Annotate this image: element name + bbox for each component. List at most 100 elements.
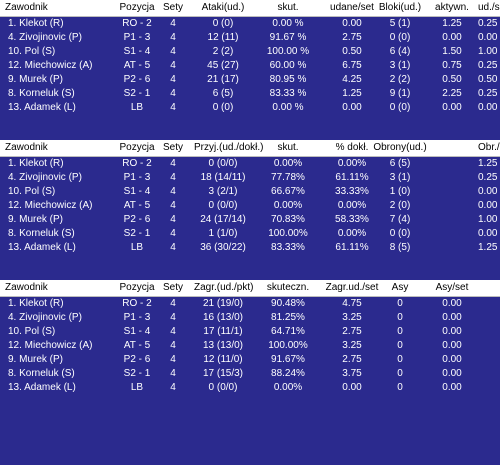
column-header[interactable]: Bloki(ud.) (378, 2, 422, 13)
table-cell: 0.00 (442, 32, 462, 43)
table-cell: 0.00 (442, 354, 462, 365)
table-row[interactable]: 8. Korneluk (S) S2 - 1 4 1 (1/0) 100.00% 0.00… (0, 227, 500, 241)
table-cell: 8. Korneluk (S) (8, 228, 75, 239)
table-cell: 4 (170, 298, 176, 309)
table-cell: 8. Korneluk (S) (8, 88, 75, 99)
table-row[interactable]: 1. Klekot (R) RO - 2 4 0 (0) 0.00 % 0.00 5 (1)… (0, 17, 500, 31)
table-row[interactable]: 9. Murek (P) P2 - 6 4 12 (11/0) 91.67% 2.75 0 0… (0, 353, 500, 367)
table-cell: 12 (11/0) (203, 354, 243, 365)
column-header[interactable]: skut. (277, 142, 299, 153)
table-row[interactable]: 12. Miechowicz (A) AT - 5 4 13 (13/0) 100.00… (0, 339, 500, 353)
table-header: Zawodnik Pozycja Sety Ataki(ud.) skut. udane/… (0, 0, 500, 17)
table-cell: 0.00 (442, 326, 462, 337)
column-header[interactable]: Asy (391, 282, 409, 293)
table-cell: RO - 2 (122, 18, 152, 29)
table-cell: 77.78% (271, 172, 305, 183)
table-cell: 2 (2) (389, 74, 411, 85)
serve-table: Zawodnik Pozycja Sety Zagr.(ud./pkt) skutecz… (0, 280, 500, 395)
table-cell: 83.33% (271, 242, 305, 253)
table-cell: 17 (11/1) (203, 326, 243, 337)
table-cell: S2 - 1 (123, 228, 151, 239)
table-cell: 0.75 (442, 60, 462, 71)
table-cell: LB (130, 382, 144, 393)
table-cell: 4 (170, 74, 176, 85)
table-cell: 0.25 (478, 88, 498, 99)
column-header[interactable]: Zagr.ud./set (325, 282, 379, 293)
table-cell: LB (130, 102, 144, 113)
table-row[interactable]: 1. Klekot (R) RO - 2 4 21 (19/0) 90.48% 4.75 0… (0, 297, 500, 311)
table-cell: 4 (170, 200, 176, 211)
table-cell: 70.83% (271, 214, 305, 225)
table-cell: 7 (4) (389, 214, 411, 225)
table-row[interactable]: 13. Adamek (L) LB 4 0 (0/0) 0.00% 0.00 0 0.00 (0, 381, 500, 395)
table-cell: 4.25 (342, 74, 362, 85)
table-row[interactable]: 9. Murek (P) P2 - 6 4 21 (17) 80.95 % 4.25 2 (… (0, 73, 500, 87)
table-cell: 1.25 (478, 242, 498, 253)
table-cell: 4. Zivojinovic (P) (8, 312, 82, 323)
table-cell: P1 - 3 (123, 172, 151, 183)
table-cell: 1 (0) (389, 186, 411, 197)
column-header[interactable]: Asy/set (435, 282, 469, 293)
column-header[interactable]: ud./s (478, 2, 500, 13)
table-cell: 88.24% (271, 368, 305, 379)
table-row[interactable]: 8. Korneluk (S) S2 - 1 4 6 (5) 83.33 % 1.25 9 … (0, 87, 500, 101)
table-cell: 80.95 % (269, 74, 307, 85)
table-cell: P1 - 3 (123, 312, 151, 323)
table-cell: P2 - 6 (123, 214, 151, 225)
table-cell: 0 (397, 326, 403, 337)
table-row[interactable]: 9. Murek (P) P2 - 6 4 24 (17/14) 70.83% 58.33… (0, 213, 500, 227)
table-cell: S2 - 1 (123, 88, 151, 99)
column-header[interactable]: udane/set (330, 2, 374, 13)
table-row[interactable]: 10. Pol (S) S1 - 4 4 3 (2/1) 66.67% 33.33% 1 (… (0, 185, 500, 199)
column-header[interactable]: Zagr.(ud./pkt) (194, 282, 254, 293)
column-header[interactable]: Sety (162, 142, 183, 153)
table-row[interactable]: 13. Adamek (L) LB 4 0 (0) 0.00 % 0.00 0 (0) 0.0… (0, 101, 500, 115)
column-header[interactable]: skuteczn. (266, 282, 310, 293)
column-header[interactable]: Pozycja (119, 282, 155, 293)
column-header[interactable]: Sety (162, 282, 183, 293)
table-cell: 0.00 (342, 102, 362, 113)
table-cell: 9. Murek (P) (8, 354, 64, 365)
column-header[interactable]: Ataki(ud.) (201, 2, 245, 13)
column-header[interactable]: Pozycja (119, 142, 155, 153)
table-header: Zawodnik Pozycja Sety Przyj.(ud./dokł.) skut… (0, 140, 500, 157)
table-cell: 1.25 (478, 158, 498, 169)
table-cell: 4 (170, 32, 176, 43)
table-row[interactable]: 12. Miechowicz (A) AT - 5 4 45 (27) 60.00 % 6… (0, 59, 500, 73)
table-cell: P1 - 3 (123, 32, 151, 43)
table-cell: 60.00 % (269, 60, 307, 71)
column-header[interactable]: Pozycja (119, 2, 155, 13)
table-cell: 0.00 % (272, 102, 304, 113)
column-header[interactable]: aktywn. (435, 2, 469, 13)
table-cell: 17 (15/3) (202, 368, 244, 379)
column-header[interactable]: Obrony(ud.) (373, 142, 427, 153)
table-row[interactable]: 4. Zivojinovic (P) P1 - 3 4 18 (14/11) 77.78… (0, 171, 500, 185)
table-cell: 0.00% (273, 382, 303, 393)
column-header[interactable]: skut. (277, 2, 299, 13)
table-cell: 0.50 (478, 74, 498, 85)
column-header[interactable]: Obr./s (478, 142, 500, 153)
table-row[interactable]: 8. Korneluk (S) S2 - 1 4 17 (15/3) 88.24% 3.7… (0, 367, 500, 381)
table-row[interactable]: 10. Pol (S) S1 - 4 4 17 (11/1) 64.71% 2.75 0 0.… (0, 325, 500, 339)
table-cell: 13. Adamek (L) (8, 242, 76, 253)
table-cell: 36 (30/22) (200, 242, 246, 253)
table-row[interactable]: 4. Zivojinovic (P) P1 - 3 4 16 (13/0) 81.25%… (0, 311, 500, 325)
table-row[interactable]: 1. Klekot (R) RO - 2 4 0 (0/0) 0.00% 0.00% 6 (… (0, 157, 500, 171)
column-header[interactable]: Zawodnik (5, 2, 48, 13)
table-cell: 1.50 (442, 46, 462, 57)
column-header[interactable]: % dokł. (335, 142, 369, 153)
table-row[interactable]: 4. Zivojinovic (P) P1 - 3 4 12 (11) 91.67 % 2… (0, 31, 500, 45)
table-cell: 91.67% (271, 354, 305, 365)
table-cell: 5 (1) (389, 18, 411, 29)
column-header[interactable]: Sety (162, 2, 183, 13)
table-row[interactable]: 12. Miechowicz (A) AT - 5 4 0 (0/0) 0.00% 0.0… (0, 199, 500, 213)
table-cell: 0.25 (478, 172, 498, 183)
table-cell: 0.00 (478, 228, 498, 239)
column-header[interactable]: Zawodnik (5, 142, 48, 153)
column-header[interactable]: Przyj.(ud./dokł.) (194, 142, 264, 153)
table-row[interactable]: 10. Pol (S) S1 - 4 4 2 (2) 100.00 % 0.50 6 (4)… (0, 45, 500, 59)
table-cell: 3.25 (342, 312, 362, 323)
table-row[interactable]: 13. Adamek (L) LB 4 36 (30/22) 83.33% 61.11% 8… (0, 241, 500, 255)
table-cell: 0 (0/0) (208, 158, 238, 169)
column-header[interactable]: Zawodnik (5, 282, 48, 293)
